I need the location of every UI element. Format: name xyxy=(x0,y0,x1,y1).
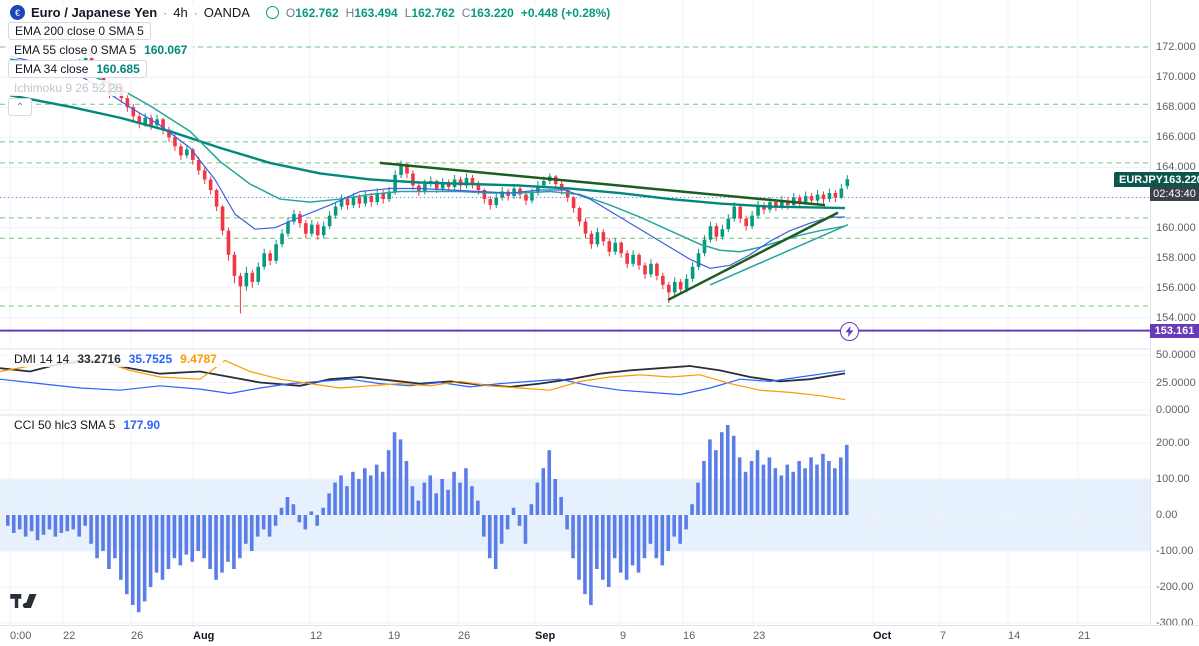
ohlc-low-value: 162.762 xyxy=(411,5,455,20)
price-axis-label: 160.000 xyxy=(1156,221,1196,234)
dmi-minus-di-value: 9.4787 xyxy=(180,352,217,366)
separator-dot: · xyxy=(163,5,168,20)
price-axis-label: 158.000 xyxy=(1156,251,1196,264)
symbol-header: € Euro / Japanese Yen · 4h · OANDA O162.… xyxy=(8,4,617,21)
legend-ema55-value: 160.067 xyxy=(144,43,188,57)
symbol-logo-icon[interactable]: € xyxy=(10,5,25,20)
price-axis-label: -200.00 xyxy=(1156,581,1194,593)
ascending-trendline-2 xyxy=(709,223,849,286)
ema34-line xyxy=(9,55,845,269)
price-axis-label: 170.000 xyxy=(1156,71,1196,84)
legend-ema200-name: EMA 200 close 0 SMA 5 xyxy=(15,24,144,38)
price-axis-label: 166.000 xyxy=(1156,131,1196,144)
legend-ema200[interactable]: EMA 200 close 0 SMA 5 xyxy=(8,22,151,40)
exchange-name[interactable]: OANDA xyxy=(203,5,250,20)
ascending-trendline xyxy=(667,211,839,302)
price-axis-label: 168.000 xyxy=(1156,101,1196,114)
legend-collapse-button[interactable]: ⌃ xyxy=(8,98,32,116)
price-axis-label: 200.00 xyxy=(1156,437,1190,449)
indicator-legend: EMA 200 close 0 SMA 5 EMA 55 close 0 SMA… xyxy=(8,22,194,116)
time-axis-label: 19 xyxy=(388,630,401,642)
price-axis-label: -100.00 xyxy=(1156,545,1194,557)
ohlc-high-label: H xyxy=(345,5,355,20)
price-axis-label: 0.00 xyxy=(1156,509,1178,521)
ohlc-close-value: 163.220 xyxy=(470,5,514,20)
cci-histogram xyxy=(6,425,849,613)
price-axis-label: 25.0000 xyxy=(1156,376,1196,389)
ema200-line xyxy=(9,93,846,210)
tradingview-logo[interactable] xyxy=(10,594,43,616)
symbol-name[interactable]: Euro / Japanese Yen xyxy=(31,5,158,20)
price-axis[interactable]: 172.000170.000168.000166.000164.000162.0… xyxy=(1150,0,1199,629)
time-axis-label: Aug xyxy=(193,630,215,642)
time-axis-label: Oct xyxy=(873,630,892,642)
candlestick-series xyxy=(72,50,850,314)
legend-ema34[interactable]: EMA 34 close 160.685 xyxy=(8,60,147,78)
cci-legend[interactable]: CCI 50 hlc3 SMA 5 177.90 xyxy=(8,417,167,433)
time-axis-label: 26 xyxy=(131,630,144,642)
alert-lightning-icon[interactable] xyxy=(840,322,859,341)
ohlc-open-value: 162.762 xyxy=(295,5,339,20)
market-status-icon xyxy=(265,6,279,19)
ohlc-close-label: C xyxy=(461,5,471,20)
time-axis-label: Sep xyxy=(535,630,556,642)
dmi-adx-value: 33.2716 xyxy=(77,352,121,366)
ohlc-low-label: L xyxy=(404,5,412,20)
dmi-lines xyxy=(0,358,846,401)
legend-ichimoku[interactable]: Ichimoku 9 26 52 26 xyxy=(8,80,129,96)
descending-trendline xyxy=(379,161,826,207)
time-axis-label: 7 xyxy=(940,630,947,642)
time-axis-label: 12 xyxy=(310,630,323,642)
last-price-badge: EURJPY 163.220 xyxy=(1114,172,1199,187)
price-axis-label: 156.000 xyxy=(1156,281,1196,294)
price-axis-label: 172.000 xyxy=(1156,41,1196,53)
dmi-legend[interactable]: DMI 14 14 33.2716 35.7525 9.4787 xyxy=(8,351,223,367)
trendline-drawings[interactable] xyxy=(379,161,849,302)
dmi-name: DMI 14 14 xyxy=(14,352,70,366)
time-axis-label: 14 xyxy=(1008,630,1021,642)
time-axis-label: 21 xyxy=(1078,630,1091,642)
price-axis-label: 154.000 xyxy=(1156,312,1196,324)
price-axis-label: 0.0000 xyxy=(1156,404,1190,416)
legend-ema34-name: EMA 34 close xyxy=(15,62,89,76)
legend-ichimoku-name: Ichimoku 9 26 52 26 xyxy=(14,81,123,95)
ema55-line xyxy=(9,58,846,253)
badge-symbol: EURJPY xyxy=(1119,173,1164,186)
time-axis[interactable]: 0:00 22 26 Aug 12 19 26 Sep 9 16 23 Oct 7 14 21 xyxy=(0,625,1199,646)
time-axis-label: 26 xyxy=(458,630,471,642)
legend-ema55-name: EMA 55 close 0 SMA 5 xyxy=(14,43,137,57)
cci-name: CCI 50 hlc3 SMA 5 xyxy=(14,418,116,432)
cci-value: 177.90 xyxy=(123,418,161,432)
ohlc-high-value: 163.494 xyxy=(354,5,398,20)
hline-price-badge: 153.161 xyxy=(1150,324,1199,338)
dmi-line--DI xyxy=(0,358,846,401)
legend-ema34-value: 160.685 xyxy=(96,62,140,76)
price-axis-label: 164.000 xyxy=(1156,161,1196,174)
time-axis-label: 22 xyxy=(63,630,76,642)
bar-countdown-badge: 02:43:40 xyxy=(1150,187,1199,201)
separator-dot: · xyxy=(193,5,198,20)
dmi-plus-di-value: 35.7525 xyxy=(128,352,173,366)
time-axis-label: 0:00 xyxy=(10,630,32,642)
timeframe-selector[interactable]: 4h xyxy=(173,5,188,20)
ohlc-open-label: O xyxy=(285,5,296,20)
price-change: +0.448 (+0.28%) xyxy=(520,5,611,20)
dmi-line-+DI xyxy=(0,370,846,396)
price-axis-label: 100.00 xyxy=(1156,473,1190,485)
legend-ema55[interactable]: EMA 55 close 0 SMA 5 160.067 xyxy=(8,42,194,58)
time-axis-label: 9 xyxy=(620,630,627,642)
price-axis-label: 50.0000 xyxy=(1156,349,1196,361)
ema-overlays xyxy=(9,55,846,269)
ohlc-row: O162.762 H163.494 L162.762 C163.220 +0.4… xyxy=(265,5,611,20)
badge-price: 163.220 xyxy=(1163,173,1199,186)
time-axis-label: 16 xyxy=(683,630,696,642)
time-axis-label: 23 xyxy=(753,630,766,642)
